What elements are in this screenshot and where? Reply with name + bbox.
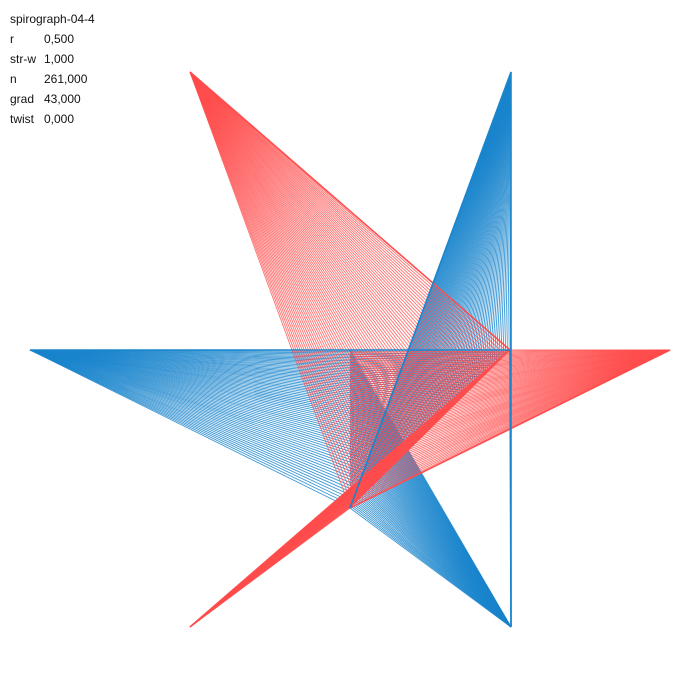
edge-line (189, 71, 511, 351)
param-value: 0,500 (44, 32, 75, 46)
param-row-n: n 261,000 (10, 69, 95, 89)
param-label: grad (10, 92, 35, 106)
param-value: 261,000 (44, 72, 88, 86)
param-value: 43,000 (44, 92, 81, 106)
param-row-twist: twist 0,000 (10, 109, 95, 129)
param-label: r (10, 32, 14, 46)
param-value: 1,000 (44, 52, 75, 66)
param-label: twist (10, 112, 34, 126)
param-row-grad: grad 43,000 (10, 89, 95, 109)
edge-lines (30, 71, 671, 628)
param-row-str-w: str-w 1,000 (10, 49, 95, 69)
sketch-title: spirograph-04-4 (10, 12, 95, 26)
red-fan-top-left (189, 71, 511, 509)
param-label: str-w (10, 52, 36, 66)
param-value: 0,000 (44, 112, 75, 126)
parameter-panel: spirograph-04-4 r 0,500 str-w 1,000 n 26… (10, 9, 95, 129)
edge-line (349, 71, 512, 509)
param-label: n (10, 72, 17, 86)
red-fan-bottom-left (189, 349, 511, 628)
param-row-r: r 0,500 (10, 29, 95, 49)
edge-line (189, 349, 511, 628)
